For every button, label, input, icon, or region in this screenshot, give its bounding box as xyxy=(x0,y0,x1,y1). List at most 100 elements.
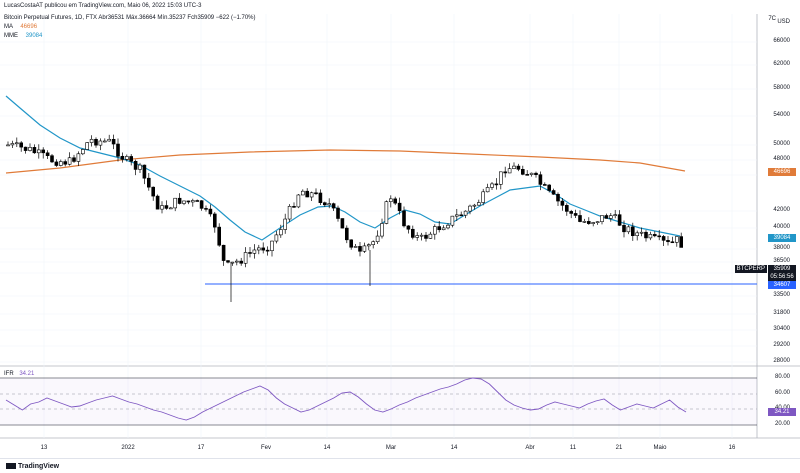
candle-body xyxy=(520,169,525,175)
candle-body xyxy=(362,245,367,252)
candle-body xyxy=(560,200,565,206)
price-axis-label: 29200 xyxy=(773,342,790,348)
candle-body xyxy=(626,226,631,233)
candle-body xyxy=(300,190,305,196)
candle-body xyxy=(547,184,552,191)
candle-body xyxy=(76,153,81,162)
symbol-legend[interactable]: Bitcoin Perpetual Futures, 1D, FTX Abr36… xyxy=(4,15,256,21)
candle-body xyxy=(125,156,129,160)
currency-label[interactable]: USD xyxy=(777,19,790,25)
candle-body xyxy=(199,200,204,209)
ma-price-badge: 46696 xyxy=(768,168,796,176)
candle-body xyxy=(529,172,534,175)
symbol-tag: BTCPERP xyxy=(734,265,767,273)
price-axis-label: 54000 xyxy=(773,112,790,118)
candle-body xyxy=(358,246,362,252)
candle-body xyxy=(283,218,288,230)
rsi-band xyxy=(0,378,757,425)
candle-body xyxy=(195,200,199,202)
candle-body xyxy=(410,228,415,238)
tradingview-logo[interactable]: TradingView xyxy=(6,463,59,470)
candle-body xyxy=(388,198,393,202)
candle-body xyxy=(415,235,420,238)
time-axis-label: Abr xyxy=(525,445,535,451)
ma-legend-value: 46696 xyxy=(20,24,38,30)
candle-body xyxy=(28,147,32,151)
candle-body xyxy=(630,226,635,236)
candle-body xyxy=(107,138,111,142)
candle-body xyxy=(221,244,226,261)
candle-body xyxy=(613,214,618,216)
candle-body xyxy=(424,234,428,239)
candle-body xyxy=(512,165,516,170)
candle-body xyxy=(432,226,437,235)
mme-legend[interactable]: MME 39084 xyxy=(4,32,42,40)
candle-body xyxy=(674,236,679,243)
support-badge: 34607 xyxy=(768,281,796,289)
rsi-legend[interactable]: IFR 34.21 xyxy=(4,370,34,378)
time-axis-label: 21 xyxy=(615,445,623,451)
candle-body xyxy=(239,260,243,264)
candle-body xyxy=(586,221,591,224)
candle-body xyxy=(261,247,266,251)
candle-body xyxy=(23,146,28,151)
rsi-legend-label: IFR xyxy=(4,371,14,377)
footer-brand: TradingView xyxy=(18,463,60,470)
candle-body xyxy=(314,192,318,195)
candle-body xyxy=(63,161,68,165)
candle-body xyxy=(217,226,221,246)
candle-body xyxy=(393,198,398,204)
rsi-level-60: 60.00 xyxy=(774,390,790,396)
price-axis-label: 31800 xyxy=(773,310,790,316)
candle-body xyxy=(542,184,547,186)
axis-top-marker: 7C xyxy=(768,16,776,22)
price-axis-label: 30400 xyxy=(773,326,790,332)
candle-body xyxy=(103,140,107,143)
candle-body xyxy=(437,226,442,231)
price-axis-label: 38000 xyxy=(773,245,790,251)
time-axis-label: Maio xyxy=(653,445,667,451)
ma-legend[interactable]: MA 46696 xyxy=(4,23,37,31)
mme-price-badge: 39084 xyxy=(768,234,796,242)
candle-body xyxy=(41,149,46,154)
candle-body xyxy=(569,211,574,214)
candle-body xyxy=(54,161,59,166)
candle-body xyxy=(243,252,248,264)
candle-body xyxy=(476,202,481,206)
publisher-bar: LucasCostaAT publicou em TradingView.com… xyxy=(0,0,800,14)
candle-body xyxy=(441,227,446,231)
candle-body xyxy=(278,229,283,236)
candle-body xyxy=(459,214,464,217)
rsi-legend-value: 34.21 xyxy=(19,371,35,377)
candle-body xyxy=(252,249,257,254)
candle-body xyxy=(538,174,543,185)
time-axis-label: 13 xyxy=(40,445,48,451)
price-axis-label: 42000 xyxy=(773,207,790,213)
candle-body xyxy=(327,203,332,206)
candle-body xyxy=(595,221,600,224)
candle-body xyxy=(485,187,490,193)
candle-body xyxy=(481,191,486,203)
candle-body xyxy=(419,234,424,237)
candle-body xyxy=(67,157,72,165)
candle-body xyxy=(371,241,376,245)
candle-body xyxy=(116,143,120,157)
candle-body xyxy=(331,203,336,209)
candle-body xyxy=(36,149,41,154)
countdown-badge: 05:56:56 xyxy=(768,273,796,281)
candle-body xyxy=(340,218,345,229)
candle-body xyxy=(375,235,380,243)
price-axis-label: 50000 xyxy=(773,141,790,147)
candle-body xyxy=(138,164,142,170)
candle-body xyxy=(58,161,63,166)
price-axis-label: 36500 xyxy=(773,258,790,264)
candle-body xyxy=(639,231,644,234)
tradingview-icon xyxy=(6,463,16,470)
candle-body xyxy=(622,225,626,233)
candle-body xyxy=(85,142,89,150)
candle-body xyxy=(318,192,323,203)
candle-body xyxy=(309,192,314,198)
candle-body xyxy=(292,206,296,208)
